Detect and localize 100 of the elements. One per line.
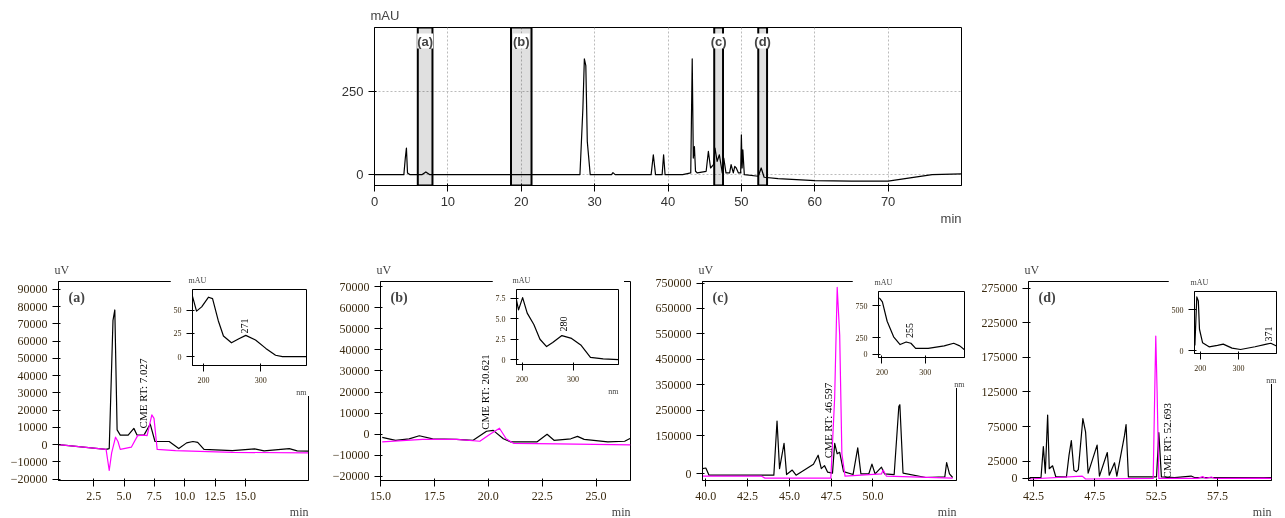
x-axis-title: nm xyxy=(296,387,308,397)
band-label: (d) xyxy=(754,33,771,49)
y-tick-label: 0 xyxy=(41,437,48,452)
x-tick-label: 25.0 xyxy=(585,488,607,503)
x-tick-label: 2.5 xyxy=(86,488,102,503)
y-tick-label: 70000 xyxy=(17,316,48,331)
x-tick-label: 42.5 xyxy=(1022,488,1044,503)
annotation: CME RT: 46.597 xyxy=(822,382,835,459)
y-tick-label: −10000 xyxy=(10,454,48,469)
y-axis-title: uV xyxy=(54,262,70,277)
x-tick-label: 57.5 xyxy=(1207,488,1228,503)
annotation: 271 xyxy=(238,318,250,334)
x-tick-label: 60 xyxy=(807,193,822,209)
y-axis-title: mAU xyxy=(874,277,893,287)
y-tick-label: 20000 xyxy=(339,385,370,400)
x-tick-label: 50 xyxy=(734,193,749,209)
y-tick-label: 75000 xyxy=(987,419,1018,434)
x-axis-title: min xyxy=(289,504,309,518)
x-tick-label: 200 xyxy=(516,374,529,384)
y-tick-label: 225000 xyxy=(981,315,1018,330)
annotation: 280 xyxy=(558,316,570,332)
text: (b) xyxy=(390,289,408,306)
y-tick-label: 0 xyxy=(1011,471,1018,486)
y-tick-label: 30000 xyxy=(17,385,48,400)
text: (a) xyxy=(68,289,86,306)
y-tick-label: 0 xyxy=(356,167,364,183)
y-tick-label: 650000 xyxy=(655,301,692,316)
y-tick-label: 750 xyxy=(855,301,868,311)
y-tick-label: 25 xyxy=(173,329,182,339)
y-tick-label: 175000 xyxy=(981,350,1018,365)
y-axis-title: uV xyxy=(1024,262,1040,277)
x-tick-label: 40.0 xyxy=(695,488,717,503)
y-axis-title: mAU xyxy=(1190,277,1209,287)
y-tick-label: 0 xyxy=(177,352,182,362)
y-tick-label: 60000 xyxy=(17,334,48,349)
x-tick-label: 300 xyxy=(919,367,932,377)
y-tick-label: 250 xyxy=(855,333,868,343)
x-tick-label: 5.0 xyxy=(116,488,132,503)
y-tick-label: 0 xyxy=(363,427,370,442)
y-axis-title: uV xyxy=(698,262,714,277)
y-tick-label: 80000 xyxy=(17,299,48,314)
x-tick-label: 12.5 xyxy=(204,488,226,503)
y-tick-label: 125000 xyxy=(981,384,1018,399)
x-tick-label: 20 xyxy=(514,193,529,209)
text: (c) xyxy=(712,289,729,306)
x-tick-label: 10 xyxy=(440,193,456,209)
x-tick-label: 15.0 xyxy=(234,488,256,503)
annotation: 371 xyxy=(1262,326,1274,342)
y-tick-label: 0 xyxy=(501,355,506,365)
y-tick-label: 275000 xyxy=(981,281,1018,296)
y-tick-label: 30000 xyxy=(339,363,370,378)
y-tick-label: 2.5 xyxy=(495,335,506,345)
y-tick-label: −20000 xyxy=(332,469,370,484)
x-tick-label: 45.0 xyxy=(778,488,800,503)
x-axis-title: nm xyxy=(608,386,620,396)
y-tick-label: 450000 xyxy=(655,352,692,367)
x-tick-label: 52.5 xyxy=(1145,488,1167,503)
x-tick-label: 17.5 xyxy=(423,488,445,503)
x-tick-label: 300 xyxy=(254,375,267,385)
y-axis-title: mAU xyxy=(188,275,207,285)
y-tick-label: −10000 xyxy=(332,448,370,463)
x-axis-title: min xyxy=(611,504,631,518)
x-tick-label: 30 xyxy=(587,193,602,209)
annotation: 255 xyxy=(903,323,915,339)
y-tick-label: 50000 xyxy=(17,351,48,366)
y-tick-label: 40000 xyxy=(17,368,48,383)
x-axis-title: nm xyxy=(954,379,966,389)
x-tick-label: 50.0 xyxy=(862,488,884,503)
y-tick-label: −20000 xyxy=(10,472,48,487)
y-tick-label: 50 xyxy=(173,306,182,316)
x-axis-title: nm xyxy=(1266,375,1278,385)
annotation: CME RT: 20.621 xyxy=(478,354,491,430)
annotation: CME RT: 52.693 xyxy=(1160,402,1173,479)
x-tick-label: 47.5 xyxy=(820,488,842,503)
y-tick-label: 50000 xyxy=(339,321,370,336)
x-tick-label: 20.0 xyxy=(477,488,499,503)
x-tick-label: 42.5 xyxy=(737,488,759,503)
x-tick-label: 300 xyxy=(1232,363,1245,373)
x-tick-label: 200 xyxy=(1194,363,1207,373)
x-tick-label: 15.0 xyxy=(370,488,391,503)
y-tick-label: 0 xyxy=(863,350,868,360)
y-tick-label: 90000 xyxy=(17,282,48,297)
text: (d) xyxy=(1038,289,1056,306)
y-axis-title: mAU xyxy=(370,7,400,23)
x-tick-label: 22.5 xyxy=(531,488,553,503)
x-axis-title: min xyxy=(937,504,957,518)
y-tick-label: 70000 xyxy=(339,279,370,294)
y-axis-title: mAU xyxy=(512,275,531,285)
y-tick-label: 20000 xyxy=(17,403,48,418)
y-tick-label: 250000 xyxy=(655,403,692,418)
y-tick-label: 0 xyxy=(685,466,692,481)
x-axis-title: min xyxy=(940,210,962,226)
y-tick-label: 150000 xyxy=(655,428,692,443)
y-tick-label: 750000 xyxy=(655,276,692,291)
y-tick-label: 550000 xyxy=(655,326,692,341)
y-tick-label: 60000 xyxy=(339,300,370,315)
y-axis-title: uV xyxy=(376,262,392,277)
y-tick-label: 40000 xyxy=(339,342,370,357)
x-axis-title: min xyxy=(1252,504,1272,518)
y-tick-label: 25000 xyxy=(987,454,1018,469)
